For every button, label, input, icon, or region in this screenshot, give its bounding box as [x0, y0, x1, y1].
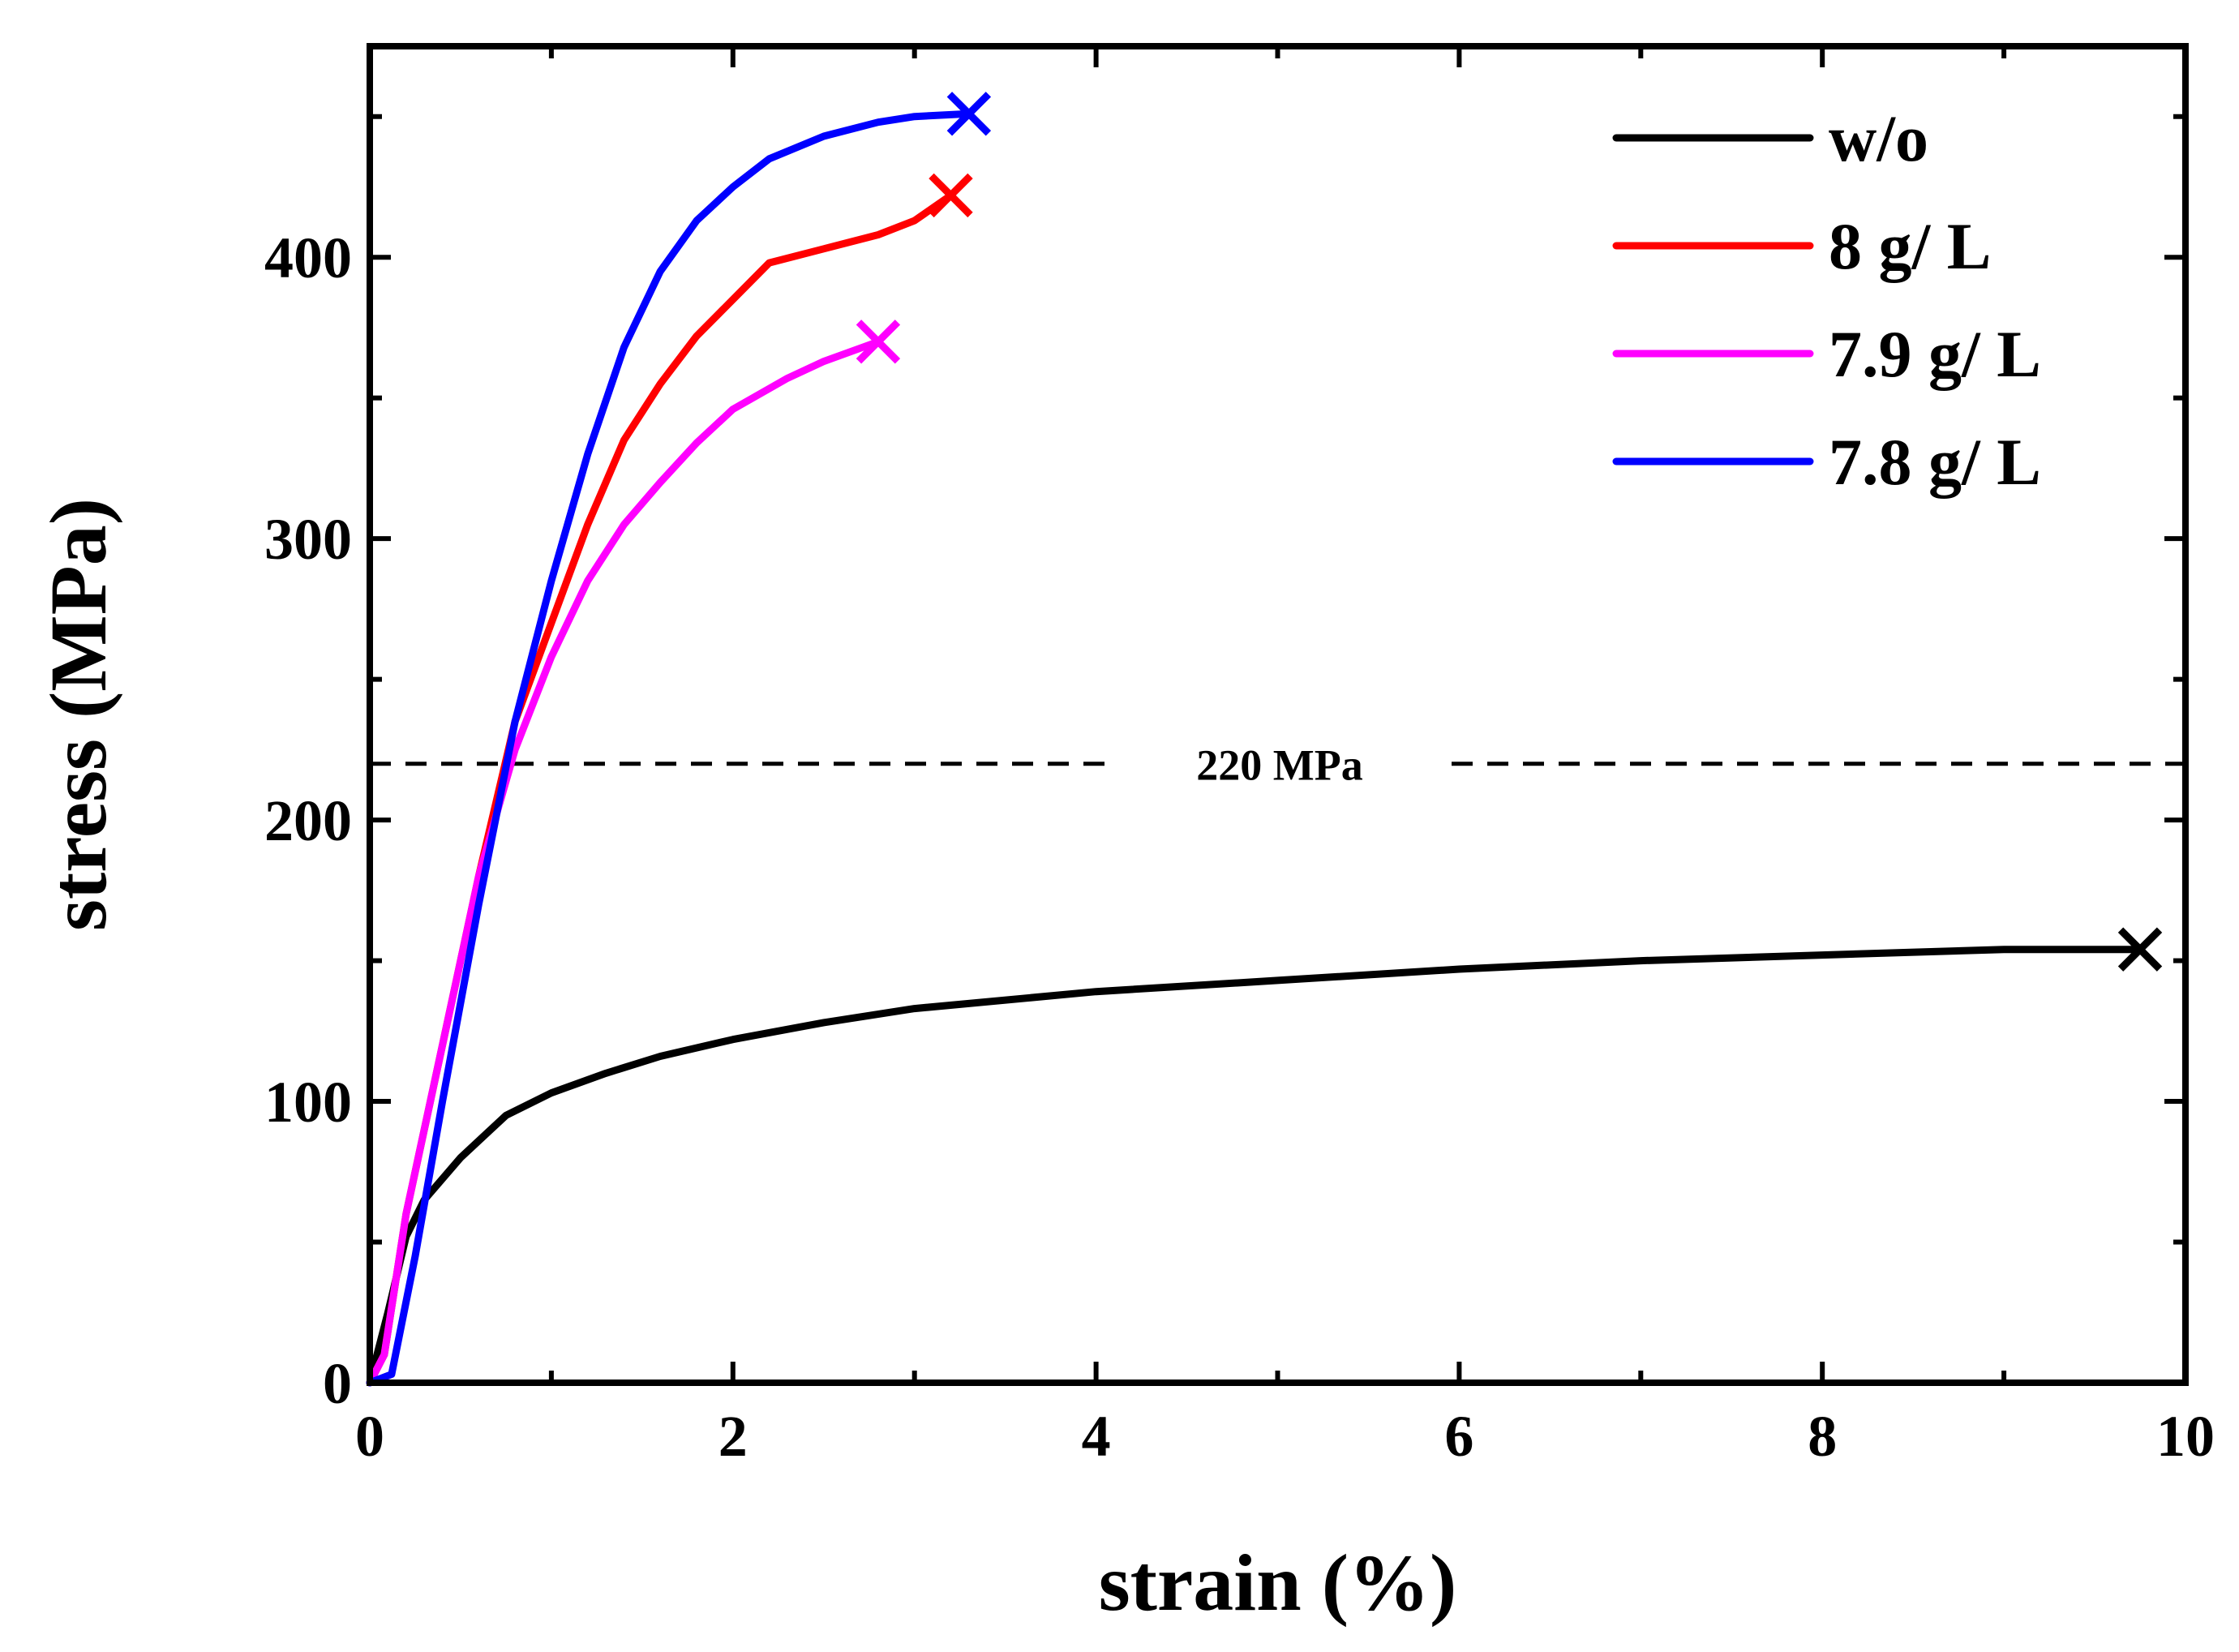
series-line-2: [366, 337, 882, 1387]
legend: w/o 8 g/ L 7.9 g/ L 7.8 g/ L: [1612, 101, 2041, 499]
y-tick-label: 0: [323, 1351, 352, 1416]
break-marker-0: [2117, 927, 2163, 972]
legend-label-1: 8 g/ L: [1829, 209, 1991, 283]
series-layer: [366, 92, 2163, 1387]
legend-label-2: 7.9 g/ L: [1829, 317, 2041, 391]
y-tick-label: 100: [264, 1070, 352, 1135]
series-line-3: [366, 109, 973, 1387]
reference-line-layer: 220 MPa: [370, 741, 2185, 790]
y-tick-label: 300: [264, 507, 352, 572]
x-tick-label: 8: [1808, 1404, 1837, 1469]
x-tick-label: 10: [2156, 1404, 2215, 1469]
legend-label-3: 7.8 g/ L: [1829, 425, 2041, 499]
x-tick-label: 0: [355, 1404, 384, 1469]
reference-line-label: 220 MPa: [1196, 741, 1362, 790]
x-tick-label: 6: [1444, 1404, 1473, 1469]
y-axis-title: stress (MPa): [33, 498, 123, 931]
legend-label-0: w/o: [1829, 101, 1928, 175]
x-axis-title: strain (%): [1099, 1538, 1457, 1628]
break-marker-2: [856, 320, 901, 364]
y-tick-label: 200: [264, 788, 352, 853]
break-marker-3: [946, 92, 992, 136]
x-tick-label: 2: [718, 1404, 748, 1469]
x-tick-label: 4: [1082, 1404, 1111, 1469]
y-tick-label: 400: [264, 225, 352, 290]
break-marker-1: [929, 173, 973, 218]
